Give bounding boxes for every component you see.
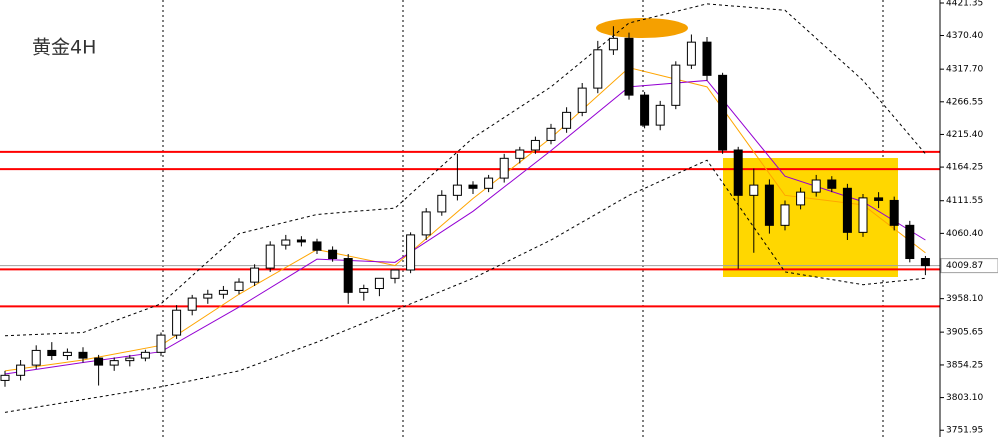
- candle-body: [281, 239, 291, 246]
- candle-body: [686, 41, 696, 66]
- candle-body: [562, 111, 572, 129]
- candle-body: [796, 191, 806, 206]
- candle-body: [109, 360, 119, 366]
- candle-body: [811, 179, 821, 193]
- plot: [0, 3, 940, 413]
- candle-body: [874, 197, 884, 201]
- candle-body: [140, 351, 150, 359]
- candle-body: [499, 157, 509, 179]
- candle-body: [343, 258, 353, 293]
- candle-body: [312, 241, 322, 251]
- candle-body: [733, 149, 743, 196]
- candle-body: [546, 127, 556, 141]
- y-tick-label: 4421.35: [946, 0, 983, 8]
- candle-body: [390, 269, 400, 279]
- y-tick-label: 4111.55: [946, 196, 983, 206]
- candle-body: [94, 357, 104, 366]
- y-tick-label: 4060.40: [946, 229, 983, 239]
- candle-body: [250, 267, 260, 283]
- candle-body: [421, 211, 431, 236]
- candle-body: [780, 204, 790, 226]
- y-tick-label: 4164.25: [946, 163, 983, 173]
- y-tick-label: 3803.10: [946, 393, 983, 403]
- y-tick-label: 4317.70: [946, 65, 983, 75]
- highlight-box: [723, 158, 898, 277]
- candle-body: [905, 224, 915, 260]
- candle-body: [234, 281, 244, 291]
- candle-body: [842, 187, 852, 233]
- y-tick-label: 4370.40: [946, 31, 983, 41]
- candle-body: [889, 199, 899, 226]
- candle-body: [62, 351, 72, 357]
- chart-title: 黄金4H: [32, 37, 96, 59]
- candle-body: [374, 277, 384, 290]
- candle-body: [920, 258, 930, 267]
- candle-body: [640, 94, 650, 126]
- candle-body: [187, 297, 197, 311]
- candle-body: [577, 87, 587, 113]
- highlight-ellipse: [596, 18, 688, 38]
- y-tick-label: 3905.65: [946, 328, 983, 338]
- candle-body: [328, 249, 338, 260]
- candle-body: [593, 49, 603, 89]
- candle-body: [749, 184, 759, 196]
- candle-body: [655, 104, 665, 126]
- indicator-line: [4, 3, 926, 337]
- candle-body: [172, 309, 182, 336]
- candle-body: [608, 37, 618, 51]
- candle-body: [468, 184, 478, 189]
- y-tick-label: 3958.10: [946, 294, 983, 304]
- indicator-line: [4, 159, 926, 413]
- candle-body: [437, 194, 447, 213]
- candle-body: [359, 288, 369, 293]
- candle-body: [265, 244, 275, 269]
- candle-body: [16, 364, 26, 376]
- y-tick-label: 3854.25: [946, 360, 983, 370]
- candle-body: [624, 37, 634, 96]
- current-price-box: [940, 258, 998, 274]
- candle-body: [125, 357, 135, 362]
- candle-body: [718, 74, 728, 151]
- candle-body: [484, 177, 494, 189]
- y-tick-label: 3751.95: [946, 426, 983, 436]
- candle-body: [671, 64, 681, 106]
- y-tick-label: 4266.55: [946, 97, 983, 107]
- candle-body: [296, 239, 306, 243]
- candle-body: [47, 349, 57, 357]
- candle-body: [78, 351, 88, 359]
- candle-body: [764, 184, 774, 226]
- y-tick-label: 4215.40: [946, 130, 983, 140]
- candle-body: [31, 349, 41, 366]
- candle-body: [530, 139, 540, 151]
- candle-body: [218, 289, 228, 295]
- candle-body: [827, 179, 837, 189]
- candle-body: [406, 234, 416, 271]
- candle-body: [452, 184, 462, 196]
- candle-body: [702, 41, 712, 76]
- candle-body: [156, 334, 166, 353]
- candle-body: [0, 374, 10, 381]
- candle-body: [515, 149, 525, 159]
- current-price-label: 4009.87: [946, 261, 983, 271]
- candle-body: [203, 293, 213, 299]
- candle-body: [858, 197, 868, 233]
